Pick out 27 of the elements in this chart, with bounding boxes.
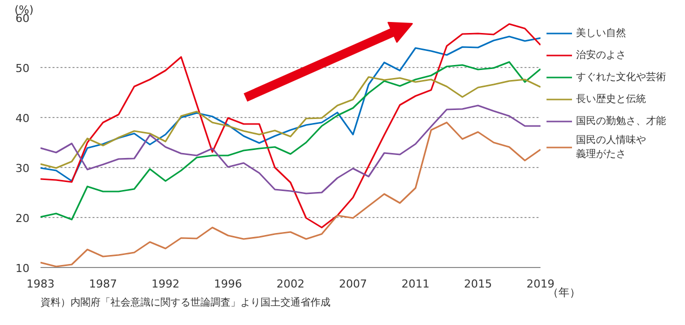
x-tick-label: 1992 xyxy=(152,278,180,290)
line-series xyxy=(40,104,540,194)
y-tick-label: 30 xyxy=(16,162,30,175)
line-series xyxy=(40,61,540,220)
line-series xyxy=(40,122,540,268)
x-tick-label: 1996 xyxy=(214,278,242,290)
legend-label: 国民の人情味や義理がたさ xyxy=(576,134,646,161)
y-tick-label: 50 xyxy=(16,62,30,75)
line-series xyxy=(40,76,540,169)
line-series xyxy=(40,23,540,228)
legend-label: 治安のよさ xyxy=(576,48,626,62)
line-series xyxy=(40,36,540,182)
x-tick-label: 2011 xyxy=(402,278,430,290)
y-tick-label: 10 xyxy=(16,262,30,275)
x-tick-label: 2019 xyxy=(526,278,555,290)
x-tick-label: 1987 xyxy=(89,278,118,290)
legend-label: 長い歴史と伝統 xyxy=(576,92,646,106)
text: 資料）内閣府「社会意識に関する世論調査」より国土交通省作成 xyxy=(40,296,330,308)
legend-label: 美しい自然 xyxy=(576,26,626,40)
x-tick-label: 2007 xyxy=(339,278,368,290)
legend-label: すぐれた文化や芸術 xyxy=(576,70,666,84)
y-tick-label: 20 xyxy=(16,212,30,225)
legend-label: 国民の勤勉さ、才能 xyxy=(576,114,666,128)
x-tick-label: 2015 xyxy=(464,278,492,290)
x-tick-label: 2002 xyxy=(276,278,305,290)
x-tick-label: 1983 xyxy=(26,278,55,290)
y-tick-label: 40 xyxy=(16,112,30,125)
